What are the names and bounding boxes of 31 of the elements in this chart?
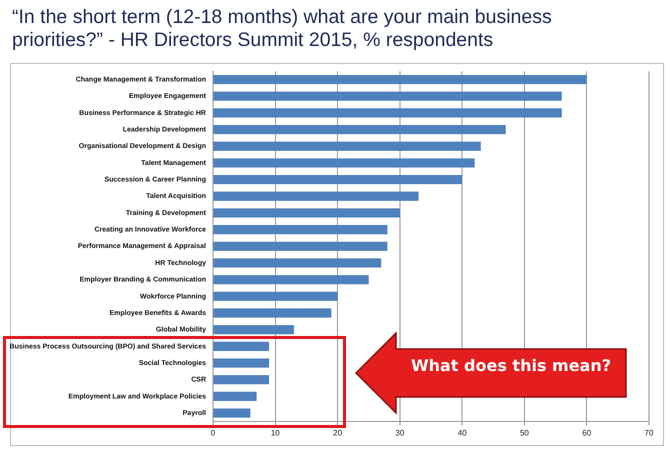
bar <box>214 358 270 368</box>
bar <box>214 292 338 301</box>
x-tick-label: 20 <box>333 428 343 438</box>
x-tick-label: 70 <box>644 428 654 438</box>
bar <box>214 74 587 84</box>
bar <box>214 158 475 168</box>
bar <box>214 192 419 201</box>
bar <box>214 408 250 418</box>
annotation: What does this mean? <box>410 356 612 375</box>
bar <box>214 308 332 318</box>
bar <box>214 175 462 184</box>
bar <box>214 342 270 351</box>
x-tick-label: 30 <box>395 428 405 438</box>
x-tick-label: 40 <box>458 428 468 438</box>
bar <box>214 142 481 151</box>
bar <box>214 258 382 268</box>
x-tick-label: 0 <box>210 428 216 438</box>
bar <box>214 208 400 218</box>
bar <box>214 108 562 118</box>
bar <box>214 275 369 284</box>
bar <box>214 242 388 251</box>
bar <box>214 325 294 334</box>
bar <box>214 375 270 384</box>
chart-title: “In the short term (12-18 months) what are your main business priorities?” - HR Directors Summit 2015, % respondents <box>12 6 553 52</box>
bar <box>214 124 506 134</box>
x-tick-label: 60 <box>582 428 592 438</box>
bar <box>214 92 562 101</box>
bar <box>214 392 257 401</box>
x-tick-label: 50 <box>520 428 530 438</box>
x-tick-label: 10 <box>270 428 280 438</box>
bar <box>214 225 388 234</box>
